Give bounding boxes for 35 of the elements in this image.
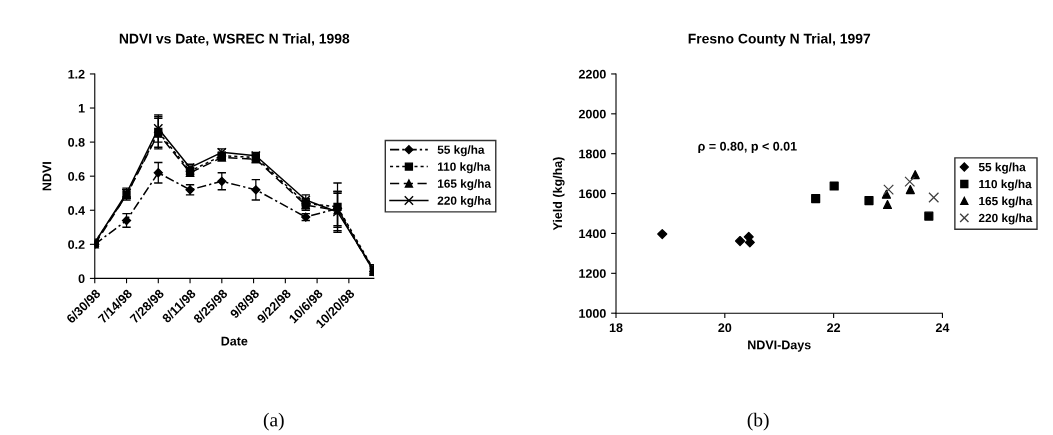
y-tick-label: 1600 (579, 189, 606, 199)
x-tick-label: 22 (827, 323, 841, 332)
chart-title: Fresno County N Trial, 1997 (688, 33, 871, 47)
text: (b) (747, 412, 769, 431)
x-axis-title: NDVI-Days (748, 340, 811, 352)
y-tick-label: 0.2 (68, 240, 85, 249)
legend-label: 110 kg/ha (979, 179, 1032, 191)
y-tick-label: 1 (78, 103, 85, 113)
legend-label: 55 kg/ha (978, 162, 1026, 174)
y-tick-label: 0.8 (68, 137, 85, 147)
y-tick-label: 1400 (579, 229, 606, 239)
legend-label: 55 kg/ha (437, 145, 485, 157)
legend-label: 165 kg/ha (979, 196, 1033, 208)
x-tick-label: 20 (718, 323, 732, 333)
y-tick-label: 2200 (578, 69, 606, 79)
y-tick-label: 1200 (579, 269, 606, 278)
y-axis-title: Yield (kg/ha) (552, 157, 565, 231)
y-tick-label: 0.4 (68, 206, 85, 215)
y-tick-label: 0 (78, 274, 85, 284)
legend-label: 110 kg/ha (437, 162, 491, 174)
x-tick-label: 24 (935, 323, 950, 332)
chart-title: NDVI vs Date, WSREC N Trial, 1998 (119, 33, 350, 46)
legend-label: 165 kg/ha (437, 179, 492, 191)
legend-label: 220 kg/ha (437, 196, 492, 208)
y-axis-title: NDVI (42, 162, 52, 191)
y-tick-label: 2000 (578, 109, 606, 119)
y-tick-label: 1.2 (68, 69, 85, 79)
x-tick-label: 18 (609, 323, 623, 333)
y-tick-label: 0.6 (68, 171, 85, 181)
annotation: ρ = 0.80, p < 0.01 (698, 141, 797, 154)
y-tick-label: 1000 (579, 309, 606, 318)
legend-label: 220 kg/ha (978, 213, 1033, 225)
text: (a) (263, 412, 284, 431)
x-axis-title: Date (221, 336, 248, 346)
y-tick-label: 1800 (579, 149, 606, 159)
